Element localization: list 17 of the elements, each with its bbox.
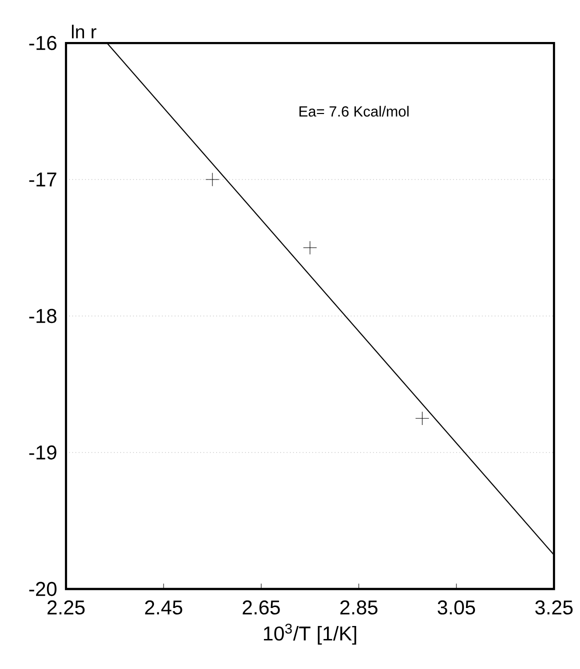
x-tick-label: 2.25 [48, 600, 85, 615]
point [415, 411, 430, 426]
annotation: Ea= 7.6 Kcal/mol [299, 106, 409, 117]
y-tick-label: -16 [29, 36, 56, 50]
point [205, 172, 220, 186]
x-tick-label: 2.85 [340, 600, 378, 615]
point [303, 240, 317, 255]
y-tick-label: -17 [29, 172, 56, 186]
x-tick-label: 2.65 [242, 600, 280, 615]
x-tick-label: 3.05 [438, 600, 476, 615]
x-tick-label: 2.45 [145, 600, 182, 615]
y-tick-label: -19 [29, 445, 56, 460]
y-tick-label: -20 [29, 582, 56, 596]
x-axis-title: 10$^{3}$/T [1/K] [264, 624, 356, 645]
y-tick-label: -18 [29, 308, 56, 324]
y-axis-title: ln r [72, 24, 96, 38]
x-tick-label: 3.25 [535, 600, 573, 615]
